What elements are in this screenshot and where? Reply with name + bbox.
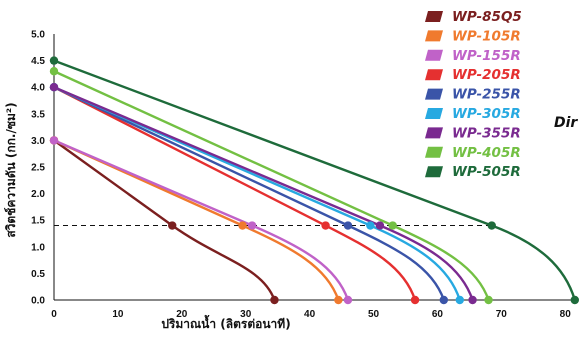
legend-swatch xyxy=(425,49,443,61)
data-point-wp-155r xyxy=(343,295,353,305)
x-tick-label: 20 xyxy=(176,309,188,320)
x-tick-label: 10 xyxy=(112,309,124,320)
series-line-wp-255r xyxy=(52,86,446,302)
legend-swatch xyxy=(425,30,443,42)
legend-swatch xyxy=(425,146,443,158)
y-tick-label: 0.0 xyxy=(31,296,45,307)
data-point-wp-405r xyxy=(388,221,397,230)
y-tick-label: 2.0 xyxy=(31,189,45,200)
legend-label: WP-205R xyxy=(452,67,521,83)
x-tick-label: 40 xyxy=(304,309,316,320)
y-tick-label: 1.0 xyxy=(31,242,45,253)
x-tick-label: 70 xyxy=(496,309,508,320)
data-point-wp-255r xyxy=(343,221,353,230)
data-point-wp-105r xyxy=(334,295,343,305)
data-point-wp-205r xyxy=(321,221,330,230)
data-point-wp-355r xyxy=(49,83,59,92)
y-tick-label: 0.5 xyxy=(31,269,45,280)
legend: WP-85Q5 WP-105R WP-155R WP-205R WP-255R WP-30… xyxy=(425,9,522,180)
data-point-wp-405r xyxy=(49,67,59,76)
data-point-wp-505r xyxy=(487,221,496,230)
y-tick-label: 4.5 xyxy=(31,56,45,67)
legend-label: WP-85Q5 xyxy=(452,9,522,25)
data-point-wp-355r xyxy=(375,221,385,230)
series-line-wp-405r xyxy=(52,70,490,302)
legend-swatch xyxy=(425,127,443,139)
data-point-wp-305r xyxy=(455,295,464,305)
legend-label: WP-155R xyxy=(452,48,521,64)
y-tick-labels: 0.0 0.5 1.0 1.5 2.0 2.5 3.0 3.5 4.0 4.5 5.0 xyxy=(31,30,45,307)
x-tick-label: 50 xyxy=(368,309,380,320)
data-point-wp-155r xyxy=(49,136,59,145)
legend-swatch xyxy=(425,88,443,100)
data-point-wp-85q5 xyxy=(168,221,177,230)
data-point-wp-505r xyxy=(49,56,59,65)
series-layer xyxy=(52,59,577,302)
series-line-wp-505r xyxy=(52,59,577,302)
series-line-wp-205r xyxy=(52,86,417,302)
legend-swatch xyxy=(425,11,443,22)
x-tick-label: 60 xyxy=(432,309,444,320)
legend-swatch xyxy=(425,108,443,119)
y-tick-label: 3.0 xyxy=(31,136,45,147)
data-point-wp-405r xyxy=(484,295,493,305)
data-point-wp-85q5 xyxy=(270,295,279,305)
legend-label: WP-305R xyxy=(452,106,521,122)
y-tick-label: 5.0 xyxy=(31,30,45,41)
x-tick-label: 0 xyxy=(51,309,57,320)
series-line-wp-105r xyxy=(52,139,340,302)
x-tick-labels: 0 10 20 30 40 50 60 70 80 xyxy=(51,309,571,320)
y-tick-label: 3.5 xyxy=(31,109,45,120)
data-point-wp-105r xyxy=(238,221,247,230)
data-point-wp-155r xyxy=(247,221,257,230)
data-point-wp-355r xyxy=(468,295,477,305)
data-point-wp-505r xyxy=(570,295,580,305)
side-text: Dir xyxy=(554,115,578,131)
data-point-wp-205r xyxy=(410,295,420,305)
legend-label: WP-355R xyxy=(452,125,521,141)
y-axis-title: สวิตช์ความดัน (กก./ซม²) xyxy=(4,102,18,237)
y-tick-label: 4.0 xyxy=(31,83,45,94)
x-tick-label: 80 xyxy=(560,309,572,320)
x-axis-title: ปริมาณน้ำ (ลิตรต่อนาที) xyxy=(161,314,290,331)
y-tick-label: 2.5 xyxy=(31,163,45,174)
series-line-wp-305r xyxy=(52,86,461,302)
series-line-wp-355r xyxy=(52,86,474,302)
legend-label: WP-405R xyxy=(452,145,521,161)
data-point-wp-255r xyxy=(439,295,449,305)
x-tick-label: 30 xyxy=(240,309,252,320)
data-point-wp-305r xyxy=(366,221,375,230)
legend-swatch xyxy=(425,69,443,81)
series-line-wp-155r xyxy=(52,139,350,302)
y-tick-label: 1.5 xyxy=(31,216,45,227)
legend-label: WP-505R xyxy=(452,164,521,180)
legend-label: WP-255R xyxy=(452,87,521,103)
series-line-wp-85q5 xyxy=(52,139,276,302)
point-layer xyxy=(49,56,580,305)
legend-label: WP-105R xyxy=(452,28,521,44)
legend-swatch xyxy=(425,166,443,178)
